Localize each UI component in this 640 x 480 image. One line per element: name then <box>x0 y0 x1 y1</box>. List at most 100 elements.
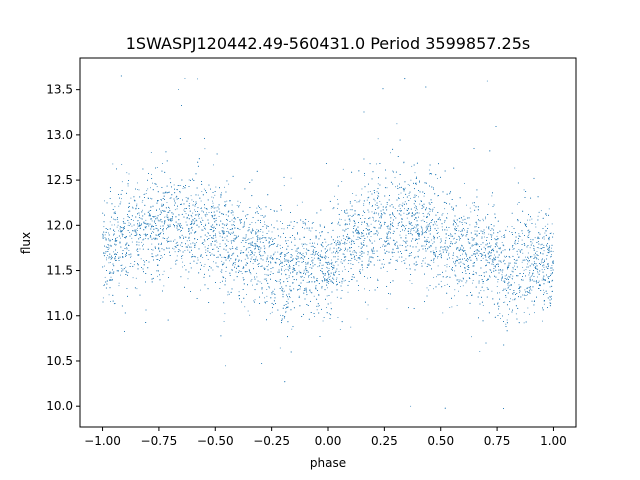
data-point <box>336 261 338 263</box>
data-point <box>175 196 177 198</box>
data-point <box>549 297 551 298</box>
data-point <box>341 259 342 261</box>
data-point <box>184 250 186 252</box>
data-point <box>347 248 349 250</box>
data-point <box>354 210 356 211</box>
data-point <box>378 206 380 208</box>
data-point <box>334 195 335 197</box>
data-point <box>368 290 370 291</box>
data-point <box>157 275 159 277</box>
data-point <box>429 173 430 175</box>
data-point <box>368 258 370 260</box>
data-point <box>303 248 305 249</box>
data-point <box>104 252 106 254</box>
data-point <box>454 270 456 272</box>
data-point <box>519 287 520 289</box>
data-point <box>331 259 332 261</box>
data-point <box>414 207 416 209</box>
data-point <box>419 181 420 183</box>
data-point <box>305 270 307 271</box>
data-point <box>240 202 241 204</box>
data-point <box>471 239 473 241</box>
data-point <box>403 162 405 164</box>
data-point <box>473 270 475 272</box>
data-point <box>376 163 378 165</box>
data-point <box>156 234 158 236</box>
data-point <box>301 243 303 245</box>
data-point <box>104 276 106 278</box>
data-point <box>162 274 164 276</box>
data-point <box>456 304 458 306</box>
data-point <box>151 220 153 222</box>
data-point <box>213 197 214 199</box>
data-point <box>526 258 527 260</box>
data-point <box>138 226 140 227</box>
data-point <box>492 261 494 263</box>
data-point <box>361 224 363 225</box>
data-point <box>326 246 328 248</box>
data-point <box>119 256 121 258</box>
data-point <box>399 234 401 236</box>
data-point <box>279 347 281 349</box>
data-point <box>287 259 289 261</box>
data-point <box>421 234 423 236</box>
data-point <box>129 257 131 258</box>
data-point <box>360 253 362 255</box>
data-point <box>108 257 110 259</box>
data-point <box>290 177 292 179</box>
data-point <box>145 223 147 225</box>
data-point <box>155 227 157 229</box>
data-point <box>340 261 342 263</box>
data-point <box>247 251 249 253</box>
data-point <box>518 240 519 242</box>
data-point <box>264 224 266 225</box>
data-point <box>262 231 264 233</box>
data-point <box>252 245 253 246</box>
data-point <box>225 271 227 272</box>
data-point <box>356 201 358 203</box>
data-point <box>162 230 164 232</box>
data-point <box>340 248 341 250</box>
data-point <box>480 290 482 291</box>
data-point <box>307 261 309 263</box>
data-point <box>266 274 268 276</box>
data-point <box>157 219 159 221</box>
data-point <box>317 266 319 268</box>
data-point <box>487 252 489 254</box>
data-point <box>114 206 116 208</box>
data-point <box>392 170 394 172</box>
data-point <box>417 230 419 232</box>
data-point <box>321 264 323 266</box>
data-point <box>314 242 315 244</box>
data-point <box>550 270 552 271</box>
data-point <box>435 248 437 250</box>
data-point <box>309 266 311 268</box>
data-point <box>537 276 538 278</box>
data-point <box>540 285 541 287</box>
data-point <box>509 257 511 259</box>
data-point <box>278 280 280 282</box>
data-point <box>424 245 426 247</box>
data-point <box>437 227 439 229</box>
data-point <box>228 210 230 212</box>
data-point <box>280 260 282 262</box>
data-point <box>342 270 343 272</box>
data-point <box>203 244 205 245</box>
data-point <box>342 168 344 170</box>
data-point <box>410 255 412 256</box>
data-point <box>551 295 552 297</box>
data-point <box>188 179 190 181</box>
data-point <box>533 264 534 266</box>
data-point <box>518 284 520 286</box>
data-point <box>167 236 169 238</box>
data-point <box>544 279 546 280</box>
data-point <box>471 244 473 246</box>
data-point <box>405 227 406 229</box>
data-point <box>349 214 351 216</box>
data-point <box>421 227 422 229</box>
data-point <box>291 328 293 330</box>
data-point <box>530 276 532 277</box>
data-point <box>406 209 408 211</box>
data-point <box>446 264 448 266</box>
data-point <box>280 314 281 316</box>
